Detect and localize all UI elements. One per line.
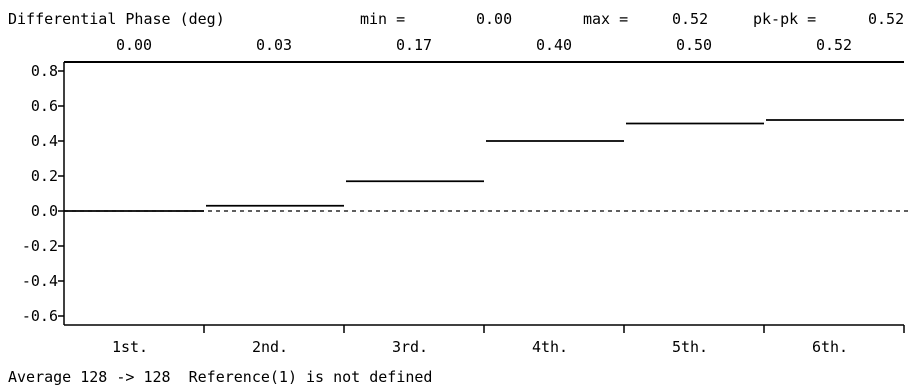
data-value-label: 0.52 — [816, 36, 852, 54]
data-value-label: 0.50 — [676, 36, 712, 54]
x-category-label: 6th. — [812, 338, 848, 356]
pkpk-value: 0.52 — [868, 10, 904, 28]
pkpk-label: pk-pk = — [753, 10, 816, 28]
min-value: 0.00 — [476, 10, 512, 28]
data-value-label: 0.40 — [536, 36, 572, 54]
max-label: max = — [583, 10, 628, 28]
x-category-label: 2nd. — [252, 338, 288, 356]
y-tick-label: 0.4 — [31, 132, 58, 150]
y-tick-label: 0.8 — [31, 62, 58, 80]
x-category-label: 1st. — [112, 338, 148, 356]
data-value-label: 0.03 — [256, 36, 292, 54]
x-category-label: 5th. — [672, 338, 708, 356]
y-tick-label: 0.2 — [31, 167, 58, 185]
data-value-label: 0.00 — [116, 36, 152, 54]
y-tick-label: -0.2 — [22, 237, 58, 255]
y-tick-label: 0.6 — [31, 97, 58, 115]
chart-title: Differential Phase (deg) — [8, 10, 225, 28]
min-label: min = — [360, 10, 405, 28]
data-value-label: 0.17 — [396, 36, 432, 54]
chart-marks: 0.8 0.6 0.4 0.2 0.0 -0.2 -0.4 -0.6 1st. 0.00 2nd. 0… — [22, 36, 912, 356]
y-tick-label: -0.4 — [22, 272, 58, 290]
x-category-label: 3rd. — [392, 338, 428, 356]
y-tick-label: -0.6 — [22, 307, 58, 325]
max-value: 0.52 — [672, 10, 708, 28]
x-category-label: 4th. — [532, 338, 568, 356]
status-line: Average 128 -> 128 Reference(1) is not d… — [8, 368, 432, 386]
y-tick-label: 0.0 — [31, 202, 58, 220]
